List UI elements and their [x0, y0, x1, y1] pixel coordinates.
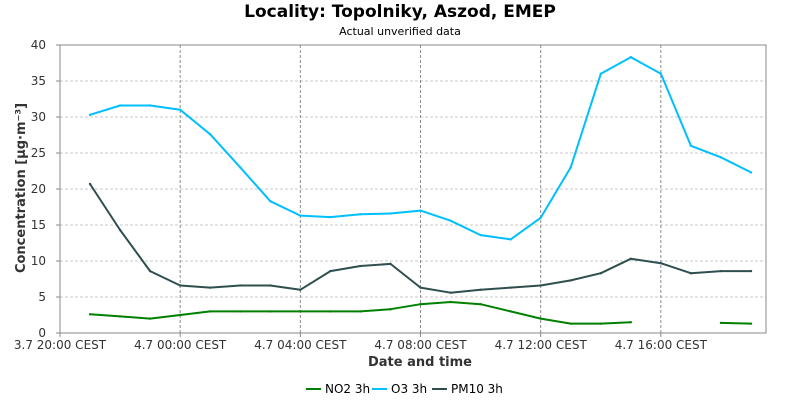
x-tick-label: 4.7 16:00 CEST — [615, 338, 708, 352]
y-tick-label: 10 — [31, 254, 46, 268]
y-axis-label: Concentration [µg·m⁻³] — [14, 103, 29, 273]
y-tick-label: 25 — [31, 146, 46, 160]
x-tick-label: 4.7 00:00 CEST — [134, 338, 227, 352]
y-axis-ticks: 0 5 10 15 20 25 30 35 40 — [31, 38, 60, 340]
series-line — [89, 183, 751, 294]
legend-label: NO2 3h — [325, 382, 370, 396]
legend-item: NO2 3h — [306, 382, 370, 396]
y-tick-label: 15 — [31, 218, 46, 232]
series-line — [720, 321, 752, 325]
x-tick-label: 4.7 12:00 CEST — [495, 338, 588, 352]
chart-title: Locality: Topolniky, Aszod, EMEP — [244, 2, 556, 22]
x-tick-label: 4.7 08:00 CEST — [374, 338, 467, 352]
legend-label: PM10 3h — [451, 382, 503, 396]
series-2 — [88, 182, 753, 294]
x-tick-label: 4.7 04:00 CEST — [254, 338, 347, 352]
y-tick-label: 35 — [31, 74, 46, 88]
series-line — [89, 56, 752, 241]
series-1 — [88, 56, 753, 241]
series-line — [89, 301, 631, 325]
x-axis-ticks: 3.7 20:00 CEST 4.7 00:00 CEST 4.7 04:00 CE… — [14, 333, 708, 352]
grid — [60, 45, 766, 333]
y-tick-label: 0 — [38, 326, 46, 340]
x-axis-label: Date and time — [368, 355, 472, 370]
legend: NO2 3h O3 3h PM10 3h — [306, 382, 503, 396]
y-tick-label: 5 — [38, 290, 46, 304]
y-tick-label: 20 — [31, 182, 46, 196]
series-layer — [88, 56, 753, 325]
series-0 — [88, 300, 753, 325]
legend-label: O3 3h — [391, 382, 427, 396]
chart-subtitle: Actual unverified data — [339, 25, 461, 38]
y-tick-label: 40 — [31, 38, 46, 52]
x-tick-label: 3.7 20:00 CEST — [14, 338, 107, 352]
legend-item: PM10 3h — [432, 382, 503, 396]
y-tick-label: 30 — [31, 110, 46, 124]
legend-item: O3 3h — [372, 382, 427, 396]
